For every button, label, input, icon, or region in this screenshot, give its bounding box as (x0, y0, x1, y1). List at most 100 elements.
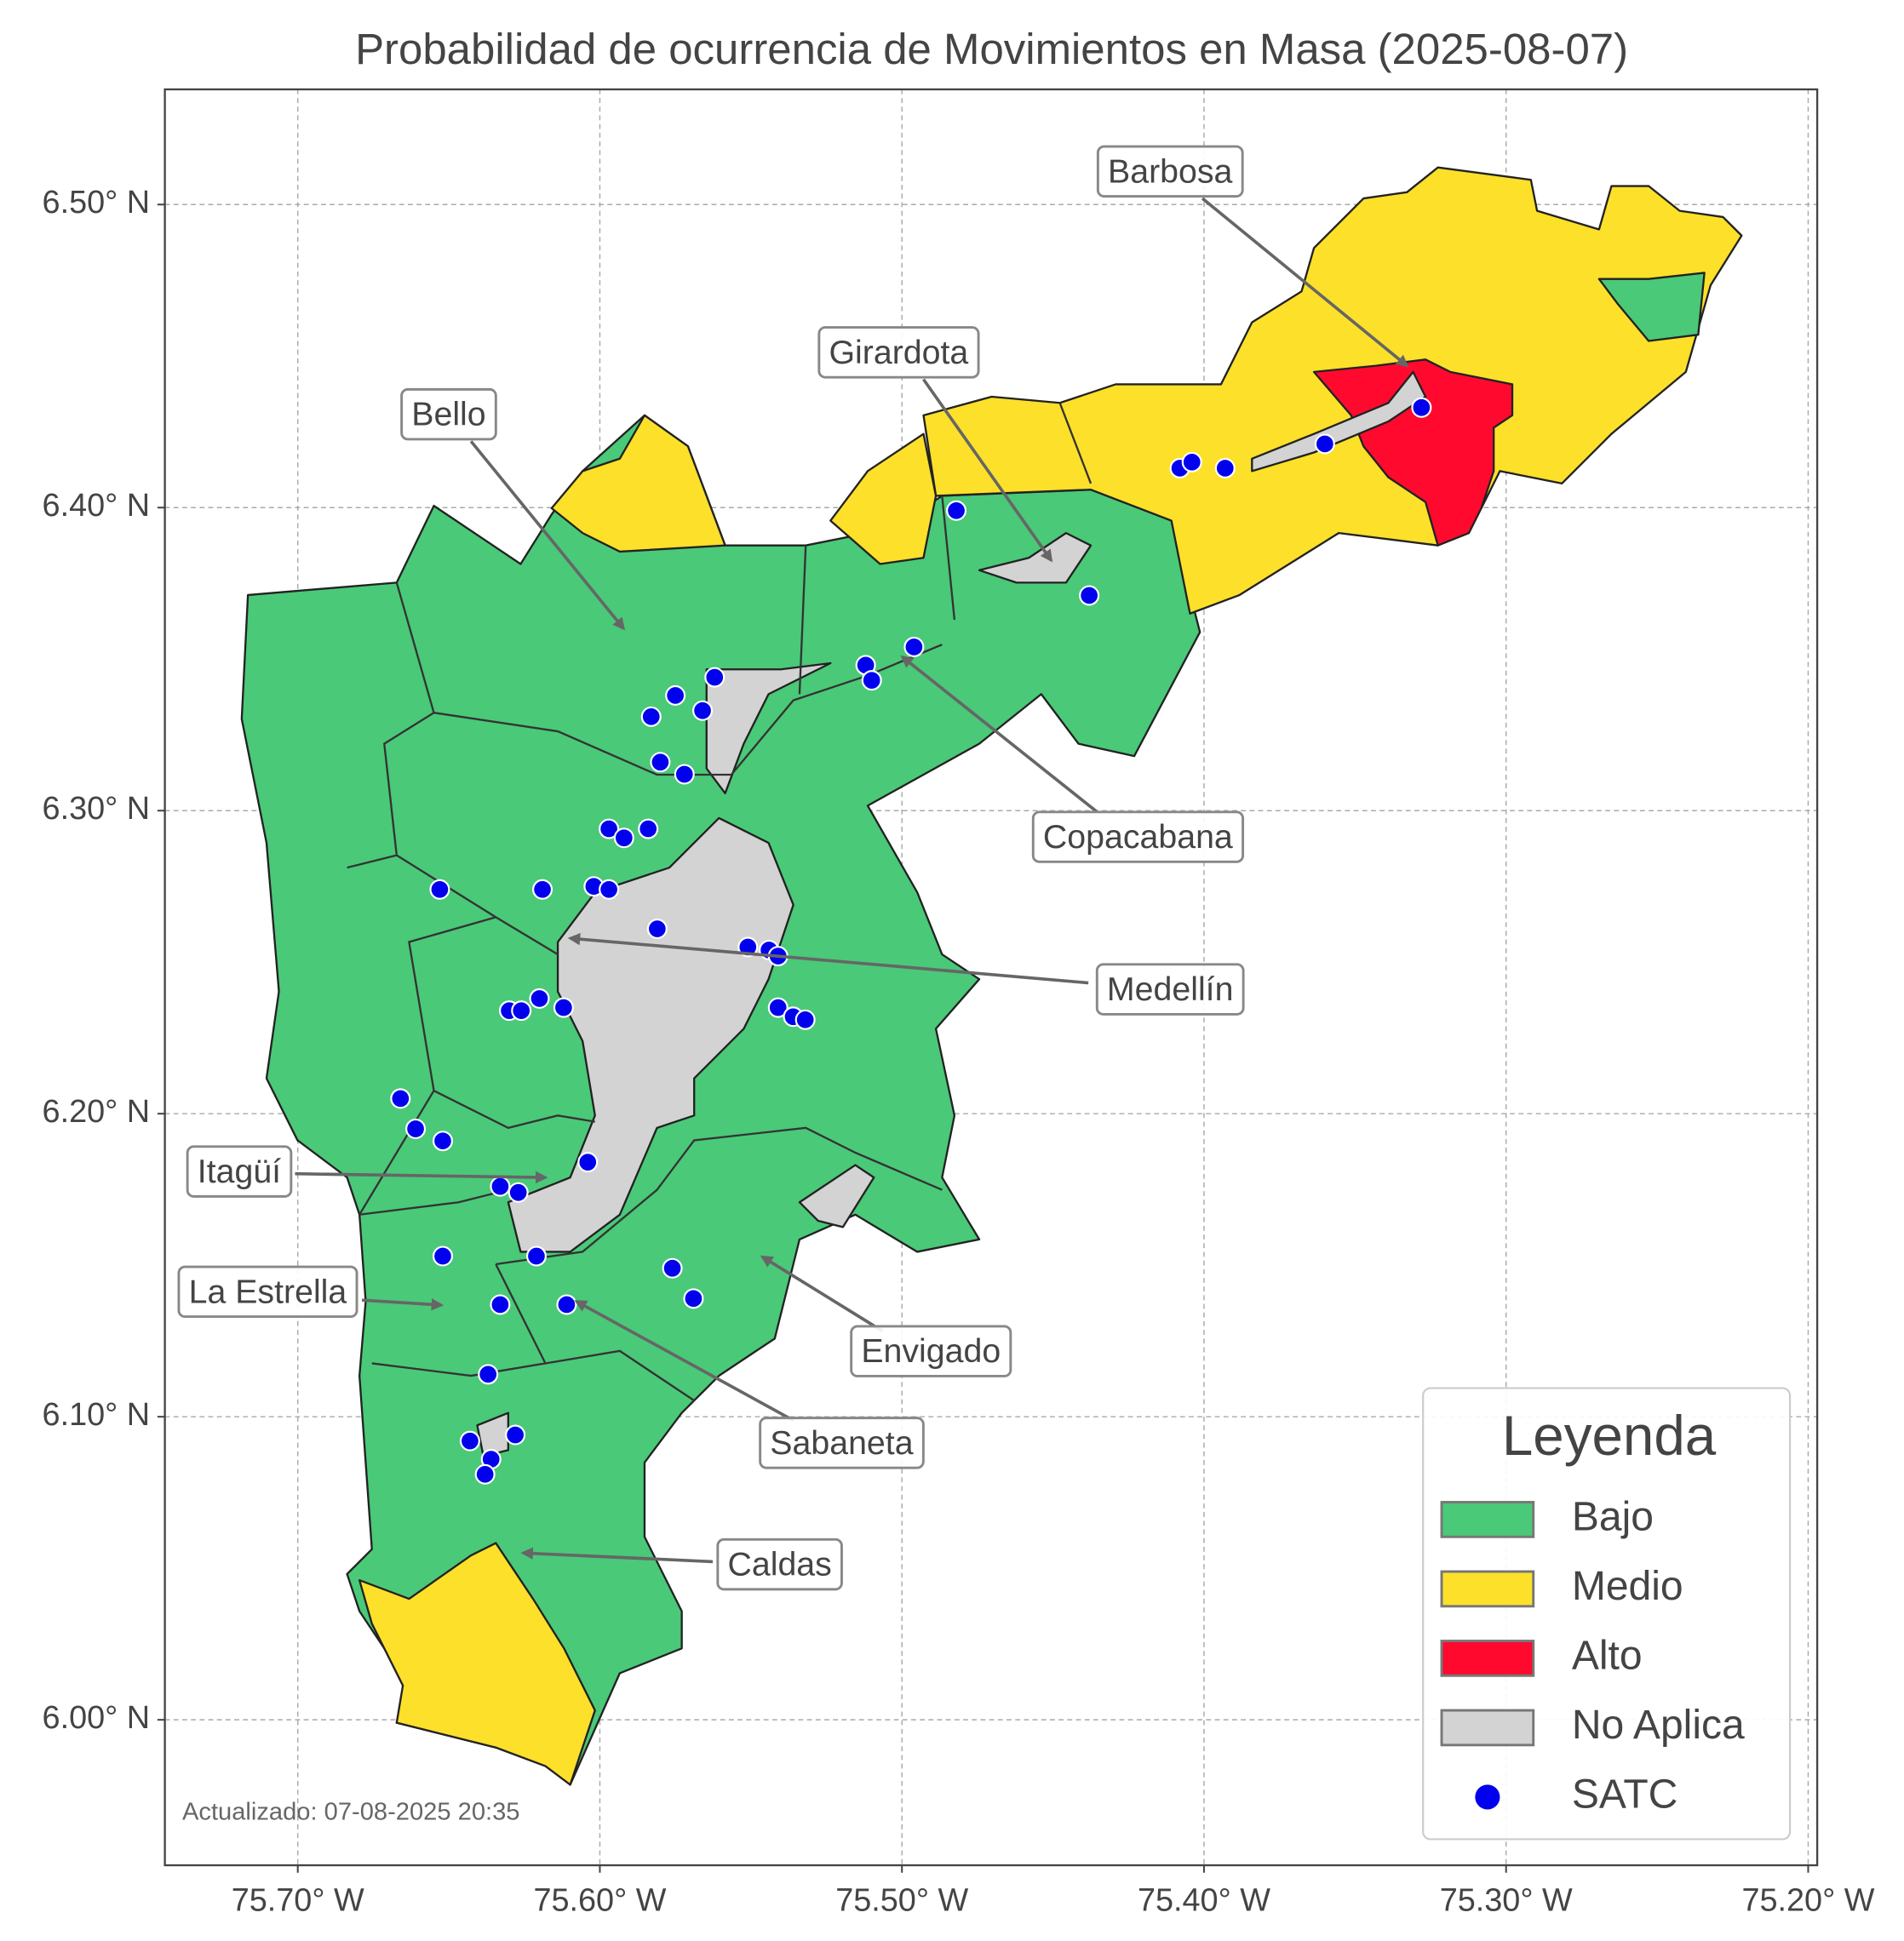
region-no-aplica (1251, 370, 1427, 472)
satc-point (505, 1424, 526, 1446)
y-tick-label: 6.20° N (43, 1094, 151, 1130)
satc-point (1181, 451, 1202, 472)
satc-point (1214, 457, 1236, 478)
satc-point (490, 1294, 511, 1315)
satc-point (1411, 397, 1432, 418)
legend-marker (1475, 1784, 1500, 1810)
legend-label: No Aplica (1572, 1703, 1745, 1748)
satc-point (556, 1294, 577, 1315)
satc-point (432, 1245, 453, 1267)
satc-point (640, 706, 662, 727)
annotation-box (716, 1537, 843, 1591)
satc-point (405, 1118, 427, 1140)
annotation-box (1031, 810, 1245, 863)
annotation-box (186, 1145, 293, 1198)
satc-point (459, 1430, 480, 1451)
y-tick-label: 6.30° N (43, 791, 151, 827)
legend-label: Bajo (1572, 1495, 1654, 1540)
satc-point (683, 1288, 704, 1309)
y-tick-label: 6.50° N (43, 185, 151, 220)
satc-point (599, 818, 620, 839)
satc-point (490, 1176, 511, 1197)
satc-point (704, 667, 725, 688)
annotation-label: Sabaneta (770, 1424, 913, 1462)
satc-point (946, 500, 967, 521)
annotation-arrow (1201, 197, 1409, 368)
satc-point (646, 919, 668, 940)
annotation-label: Caldas (727, 1546, 831, 1583)
satc-point (662, 1257, 683, 1279)
region-no-aplica (798, 1164, 875, 1228)
y-tick-label: 6.40° N (43, 488, 151, 524)
annotation-label: Envigado (861, 1332, 1001, 1370)
region-no-aplica (705, 661, 832, 794)
annotation-label: La Estrella (189, 1273, 347, 1310)
annotation-label: Copacabana (1043, 818, 1233, 856)
annotation-label: Barbosa (1108, 152, 1233, 190)
satc-point (794, 1009, 816, 1030)
satc-point (429, 879, 450, 900)
satc-point (692, 700, 714, 721)
annotation-arrow (760, 1255, 884, 1333)
y-tick-label: 6.10° N (43, 1397, 151, 1433)
annotation-label: Itagüí (198, 1153, 281, 1190)
annotation-arrow (295, 1171, 548, 1184)
annotation-label: Medellín (1107, 970, 1234, 1008)
satc-point (665, 684, 686, 706)
satc-point (390, 1088, 411, 1109)
region-no-aplica (476, 1411, 510, 1457)
annotation-box (1095, 963, 1245, 1016)
satc-point (613, 827, 634, 849)
satc-point (529, 988, 550, 1009)
annotation-box (400, 387, 497, 441)
annotation-arrow (469, 440, 626, 631)
satc-point (1079, 585, 1100, 606)
satc-point (508, 1182, 529, 1203)
satc-point (861, 670, 882, 691)
x-tick-label: 75.40° W (1138, 1883, 1270, 1919)
legend-swatch (1440, 1501, 1535, 1538)
region-medio (550, 414, 726, 553)
satc-point (650, 752, 671, 773)
map-title: Probabilidad de ocurrencia de Movimiento… (355, 25, 1628, 73)
footnote: Actualizado: 07-08-2025 20:35 (182, 1799, 520, 1826)
annotation-box (759, 1417, 925, 1469)
region-no-aplica (978, 531, 1093, 584)
annotation-arrow (922, 378, 1053, 563)
legend-label: Alto (1572, 1634, 1643, 1679)
annotation-arrow (520, 1547, 714, 1564)
satc-point (432, 1131, 453, 1152)
satc-point (474, 1463, 496, 1485)
region-medio (358, 1542, 596, 1786)
satc-point (638, 818, 659, 839)
annotations: Barbosa Girardota Bello Copacabana Medellín I… (177, 145, 1409, 1591)
annotation-box (1096, 145, 1244, 198)
satc-point (767, 997, 789, 1018)
x-tick-label: 75.30° W (1440, 1883, 1573, 1919)
annotation-label: Girardota (829, 334, 968, 371)
x-tick-label: 75.50° W (835, 1883, 968, 1919)
satc-point (511, 1000, 532, 1022)
region-alto (1312, 358, 1514, 547)
legend-label: Medio (1572, 1564, 1683, 1609)
satc-point (525, 1245, 547, 1267)
annotation-arrow (900, 655, 1098, 814)
satc-point (478, 1364, 499, 1385)
annotation-arrow (361, 1298, 444, 1311)
satc-point (903, 636, 925, 657)
annotation-box (177, 1265, 358, 1319)
region-medio (829, 432, 938, 565)
legend-swatch (1440, 1640, 1535, 1677)
satc-point (577, 1152, 599, 1173)
map-frame (163, 88, 1819, 1867)
x-tick-label: 75.60° W (533, 1883, 666, 1919)
region-no-aplica (507, 816, 794, 1253)
satc-point (553, 997, 574, 1018)
y-tick-label: 6.00° N (43, 1700, 151, 1736)
annotation-arrow (574, 1300, 794, 1423)
annotation-box (817, 326, 980, 379)
x-tick-label: 75.70° W (232, 1883, 364, 1919)
legend: Leyenda Bajo Medio Alto No Aplica SATC (1422, 1387, 1792, 1841)
legend-title: Leyenda (1502, 1405, 1717, 1467)
